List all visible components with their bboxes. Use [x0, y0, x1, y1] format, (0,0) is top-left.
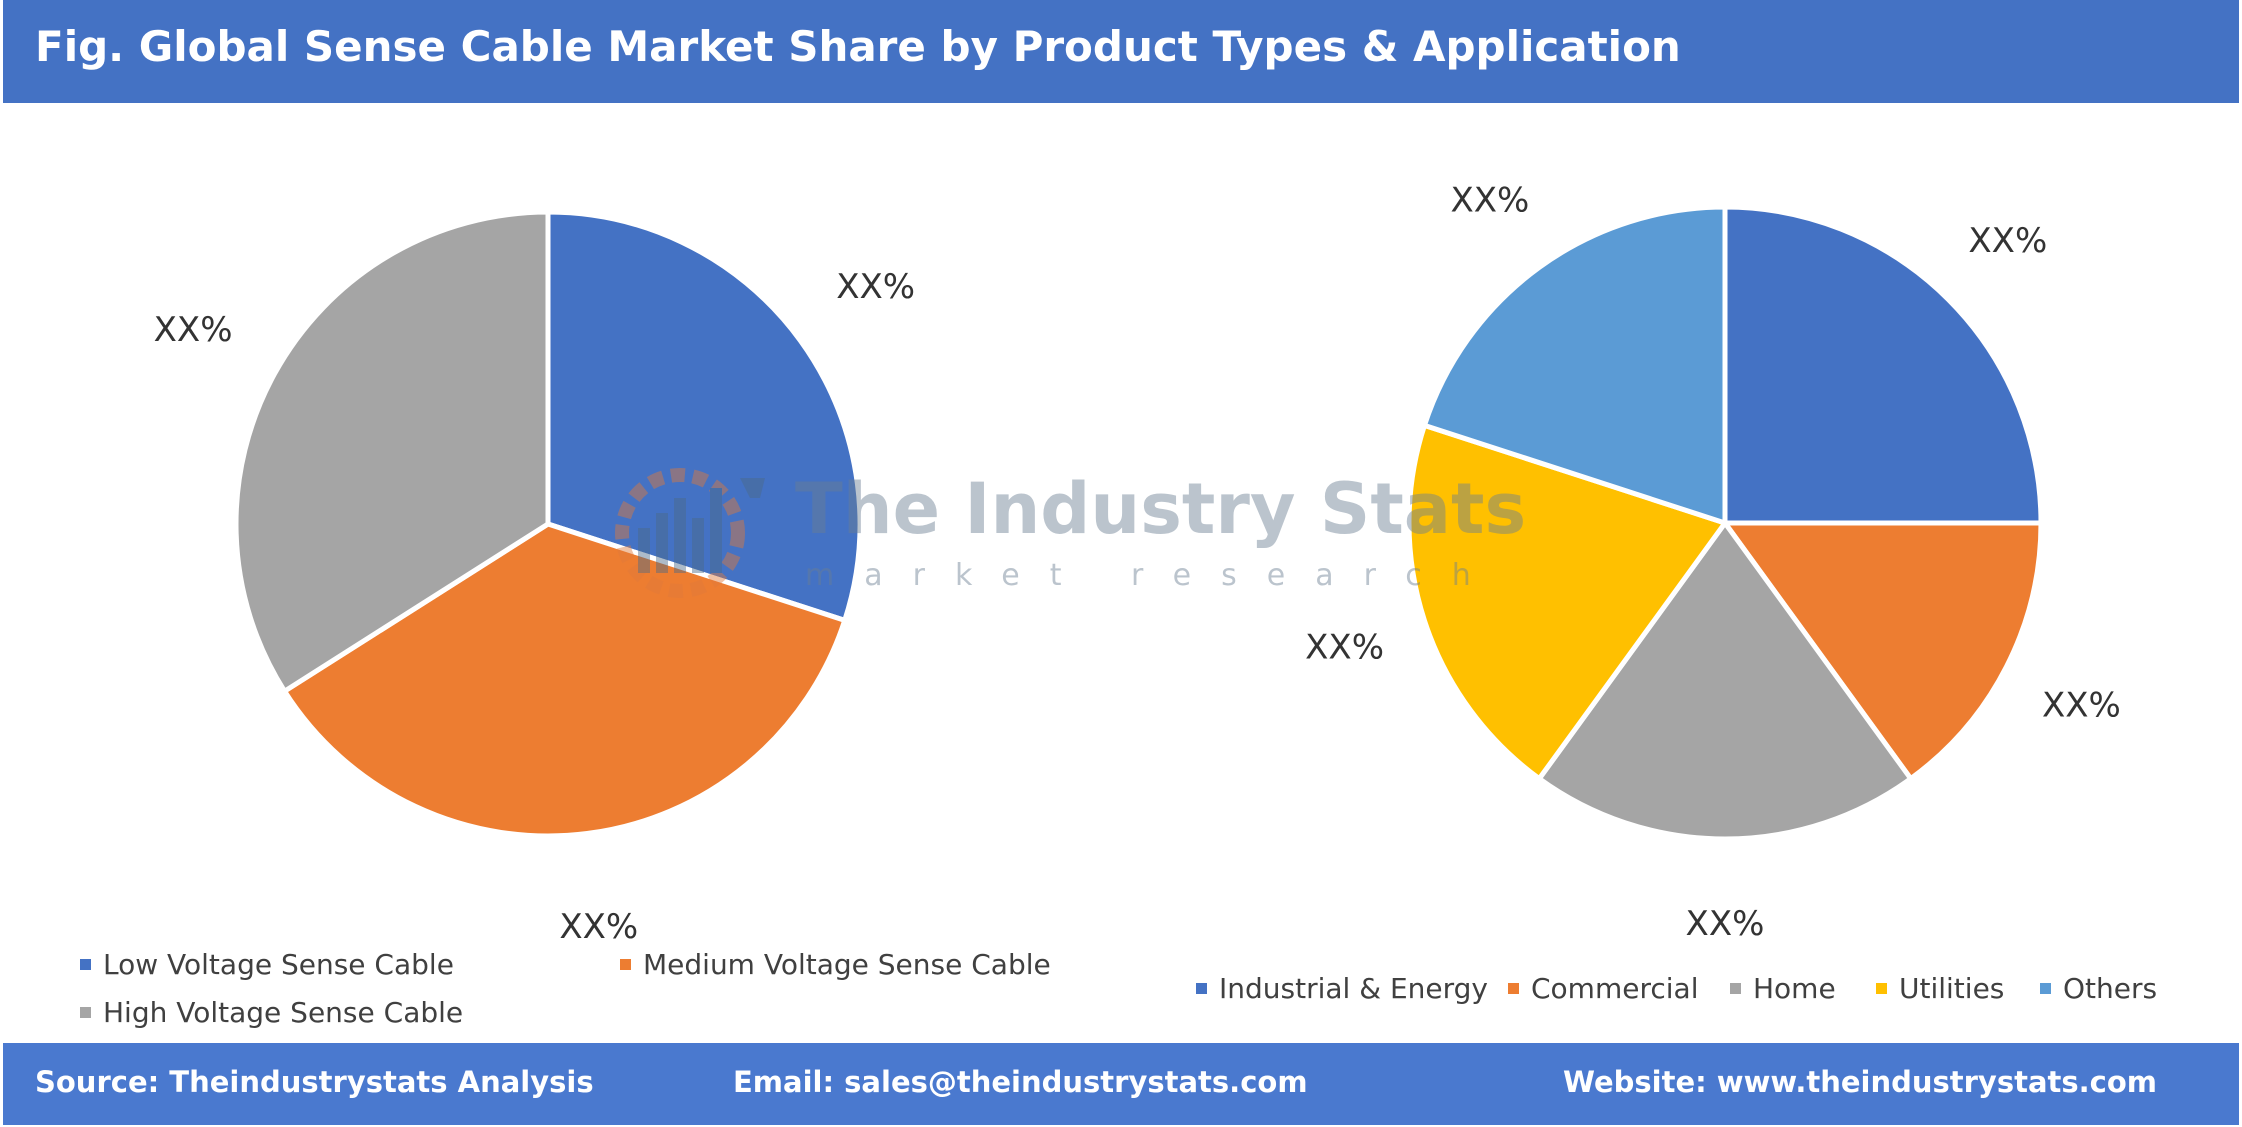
- legend-item-others: Others: [2040, 972, 2157, 1005]
- pie-chart-product-types: XX% XX% XX%: [154, 209, 915, 947]
- legend-swatch: [1196, 983, 1207, 994]
- pie-slice-utilities: [1406, 422, 1730, 783]
- legend-swatch: [80, 1007, 91, 1018]
- legend-swatch: [1730, 983, 1741, 994]
- footer-source: Source: Theindustrystats Analysis: [35, 1065, 594, 1099]
- pie-slice-commercial: [1720, 520, 2044, 783]
- header-bar: Fig. Global Sense Cable Market Share by …: [3, 0, 2239, 103]
- data-label-medium-voltage-sense-cable: XX%: [559, 907, 638, 947]
- legend-item-low-voltage-sense-cable: Low Voltage Sense Cable: [80, 948, 454, 981]
- pie-slice-home: [1535, 518, 1915, 842]
- data-label-commercial: XX%: [2042, 686, 2121, 726]
- pie-slice-others: [1421, 204, 1728, 527]
- legend-item-high-voltage-sense-cable: High Voltage Sense Cable: [80, 996, 463, 1029]
- legend-label: Low Voltage Sense Cable: [103, 948, 454, 981]
- data-label-utilities: XX%: [1305, 628, 1384, 668]
- legend-label: Home: [1753, 972, 1836, 1005]
- watermark-tagline: market research: [805, 558, 1501, 593]
- watermark: The Industry Stats market research: [600, 458, 1526, 608]
- chart-area: XX% XX% XX% XX% XX% XX% XX% XX%: [154, 180, 2121, 947]
- legend-label: Industrial & Energy: [1219, 972, 1488, 1005]
- legend-label: Commercial: [1531, 972, 1699, 1005]
- legend-swatch: [1876, 983, 1887, 994]
- legend-label: High Voltage Sense Cable: [103, 996, 464, 1029]
- footer-bar: Source: Theindustrystats Analysis Email:…: [3, 1043, 2239, 1125]
- pie-slice-high-voltage-sense-cable: [233, 209, 551, 695]
- pie-slice-low-voltage-sense-cable: [545, 209, 863, 624]
- gear-logo-icon: [615, 468, 765, 598]
- data-label-high-voltage-sense-cable: XX%: [154, 310, 233, 350]
- data-label-low-voltage-sense-cable: XX%: [836, 267, 915, 307]
- data-label-others: XX%: [1450, 180, 1529, 220]
- legend-item-utilities: Utilities: [1876, 972, 2004, 1005]
- legend-item-medium-voltage-sense-cable: Medium Voltage Sense Cable: [620, 948, 1051, 981]
- page-title: Fig. Global Sense Cable Market Share by …: [35, 22, 1681, 71]
- footer-email: Email: sales@theindustrystats.com: [733, 1065, 1308, 1099]
- legend-item-industrial-energy: Industrial & Energy: [1196, 972, 1488, 1005]
- legend-label: Others: [2063, 972, 2158, 1005]
- footer-website: Website: www.theindustrystats.com: [1563, 1065, 2158, 1099]
- legend-item-commercial: Commercial: [1508, 972, 1698, 1005]
- data-label-industrial-energy: XX%: [1968, 221, 2047, 261]
- pie-chart-application: XX% XX% XX% XX% XX%: [1305, 180, 2121, 944]
- legend-label: Utilities: [1899, 972, 2005, 1005]
- legend-swatch: [1508, 983, 1519, 994]
- pie-slice-medium-voltage-sense-cable: [281, 521, 848, 839]
- legend-swatch: [80, 959, 91, 970]
- watermark-name: The Industry Stats: [795, 468, 1527, 550]
- data-label-home: XX%: [1686, 904, 1765, 944]
- legend-swatch: [620, 959, 631, 970]
- legend-swatch: [2040, 983, 2051, 994]
- pie-slice-industrial-energy: [1722, 204, 2044, 526]
- legend-item-home: Home: [1730, 972, 1836, 1005]
- legend-label: Medium Voltage Sense Cable: [643, 948, 1051, 981]
